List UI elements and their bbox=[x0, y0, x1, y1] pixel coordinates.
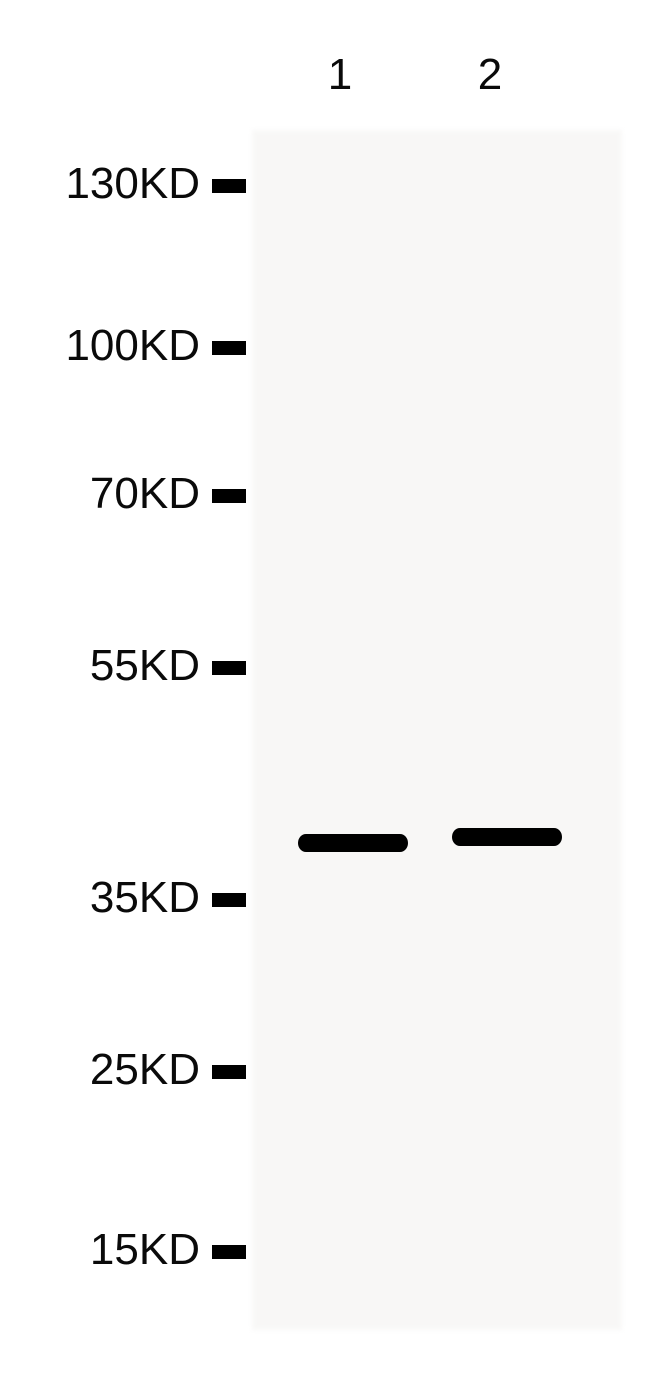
marker-label-130kd: 130KD bbox=[65, 159, 200, 209]
marker-label-55kd: 55KD bbox=[90, 641, 200, 691]
marker-tick-25kd bbox=[212, 1065, 246, 1079]
marker-label-25kd: 25KD bbox=[90, 1045, 200, 1095]
marker-label-100kd: 100KD bbox=[65, 321, 200, 371]
band-lane-2 bbox=[452, 828, 562, 846]
marker-tick-130kd bbox=[212, 179, 246, 193]
marker-tick-55kd bbox=[212, 661, 246, 675]
marker-label-15kd: 15KD bbox=[90, 1225, 200, 1275]
band-lane-1 bbox=[298, 834, 408, 852]
marker-tick-70kd bbox=[212, 489, 246, 503]
lane-label-1: 1 bbox=[320, 50, 360, 100]
marker-label-35kd: 35KD bbox=[90, 873, 200, 923]
marker-label-70kd: 70KD bbox=[90, 469, 200, 519]
blot-canvas: 1 2 130KD 100KD 70KD 55KD 35KD 25KD 15KD bbox=[0, 0, 650, 1377]
membrane-tint bbox=[252, 130, 622, 1330]
lane-label-2: 2 bbox=[470, 50, 510, 100]
marker-tick-15kd bbox=[212, 1245, 246, 1259]
marker-tick-35kd bbox=[212, 893, 246, 907]
marker-tick-100kd bbox=[212, 341, 246, 355]
